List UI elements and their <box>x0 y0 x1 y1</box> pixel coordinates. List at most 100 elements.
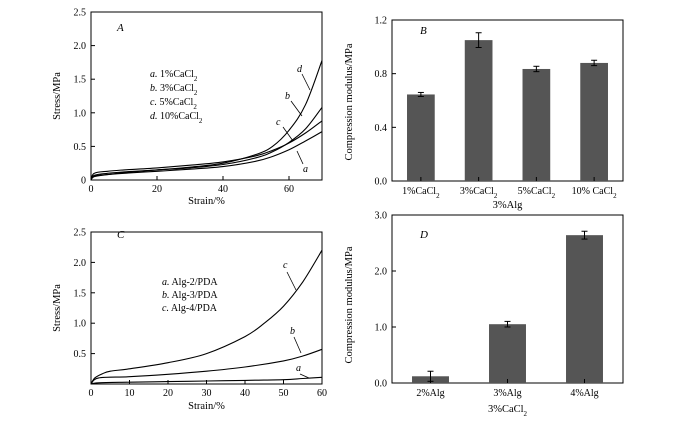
bar <box>566 235 603 383</box>
panel-a-x-ticks: 0 20 40 60 <box>89 176 294 195</box>
panel-c-letter: C <box>117 229 125 241</box>
y-tick-label: 2.5 <box>74 228 87 239</box>
y-tick-label: 0.4 <box>375 123 388 134</box>
y-tick-label: 1.0 <box>375 323 388 334</box>
series-line-b <box>90 348 323 385</box>
panel-a-y-ticks: 0 0.5 1.0 1.5 2.0 2.5 <box>74 8 95 187</box>
curve-label-a: a <box>296 363 301 374</box>
panel-c-x-ticks: 0 10 20 30 40 50 60 <box>89 380 327 399</box>
panel-b-x-axis-label: 3%Alg <box>493 200 523 211</box>
bar <box>464 40 493 181</box>
y-tick-label: 0 <box>81 176 86 187</box>
panel-d-bars: 2%Alg 3%Alg 4%Alg <box>412 230 603 399</box>
x-tick-label: 4%Alg <box>570 388 598 399</box>
legend-entry-c: c. 5%CaCl2 <box>150 97 197 111</box>
y-tick-label: 1.5 <box>74 75 87 86</box>
curve-label-d: d <box>297 64 303 75</box>
y-tick-label: 0.5 <box>74 349 87 360</box>
curve-pointer-b <box>290 100 303 117</box>
panel-a-letter: A <box>116 22 124 34</box>
x-tick-label: 50 <box>279 388 289 399</box>
x-tick-label: 20 <box>152 184 162 195</box>
curve-pointer-c <box>282 126 294 142</box>
legend-entry-c: c. Alg-4/PDA <box>162 303 218 314</box>
series-line-b <box>90 107 323 181</box>
curve-label-b: b <box>290 326 295 337</box>
panel-a: 0 20 40 60 0 0.5 1.0 1.5 2.0 2.5 a b c d A a. 1%… <box>52 8 323 207</box>
y-tick-label: 0.0 <box>375 177 388 188</box>
y-tick-label: 0.0 <box>375 379 388 390</box>
curve-pointer-d <box>301 73 311 91</box>
x-tick-label: 1%CaCl2 <box>402 186 440 200</box>
legend-entry-a: a. Alg-2/PDA <box>162 277 218 288</box>
panel-d-x-axis-label: 3%CaCl2 <box>488 404 528 418</box>
x-tick-label: 3%Alg <box>493 388 521 399</box>
curve-pointer-a <box>299 373 310 379</box>
panel-b-frame <box>391 19 624 182</box>
y-tick-label: 3.0 <box>375 211 388 222</box>
y-tick-label: 1.0 <box>74 108 87 119</box>
panel-c-series <box>90 249 323 385</box>
x-tick-label: 40 <box>218 184 228 195</box>
curve-pointer-b <box>293 336 302 354</box>
x-tick-label: 40 <box>240 388 250 399</box>
curve-pointer-a <box>296 150 304 165</box>
panel-a-curve-labels: a b c d <box>276 64 311 175</box>
panel-d-y-axis-label: Compression modulus/MPa <box>344 246 355 363</box>
x-tick-label: 5%CaCl2 <box>518 186 556 200</box>
legend-entry-b: b. 3%CaCl2 <box>150 83 198 97</box>
panel-c: 0 10 20 30 40 50 60 0.5 1.0 1.5 2.0 2.5 c b a C a.… <box>52 228 327 413</box>
bar <box>580 62 608 181</box>
x-tick-label: 10% CaCl2 <box>572 186 617 200</box>
panel-c-curve-labels: c b a <box>283 260 310 379</box>
panel-c-y-axis-label: Stress/MPa <box>52 284 63 332</box>
y-tick-label: 2.0 <box>375 267 388 278</box>
y-tick-label: 2.0 <box>74 41 87 52</box>
bar <box>522 68 551 181</box>
y-tick-label: 2.0 <box>74 258 87 269</box>
y-tick-label: 1.2 <box>375 16 388 27</box>
x-tick-label: 3%CaCl2 <box>460 186 498 200</box>
legend-entry-d: d. 10%CaCl2 <box>150 111 203 125</box>
panel-c-legend: a. Alg-2/PDA b. Alg-3/PDA c. Alg-4/PDA <box>162 277 218 314</box>
panel-b-y-axis-label: Compression modulus/MPa <box>344 43 355 160</box>
x-tick-label: 60 <box>284 184 294 195</box>
panel-a-frame <box>90 11 323 181</box>
x-tick-label: 10 <box>125 388 135 399</box>
panel-c-y-ticks: 0.5 1.0 1.5 2.0 2.5 <box>74 228 95 360</box>
legend-entry-a: a. 1%CaCl2 <box>150 69 198 83</box>
curve-label-c: c <box>283 260 288 271</box>
x-tick-label: 30 <box>202 388 212 399</box>
curve-label-a: a <box>303 164 308 175</box>
y-tick-label: 0.5 <box>74 142 87 153</box>
curve-label-c: c <box>276 117 281 128</box>
y-tick-label: 1.0 <box>74 319 87 330</box>
panel-a-y-axis-label: Stress/MPa <box>52 72 63 120</box>
panel-a-plot-area: 0 20 40 60 0 0.5 1.0 1.5 2.0 2.5 a b c d A a. 1%… <box>74 8 323 195</box>
x-tick-label: 2%Alg <box>416 388 444 399</box>
panel-d-y-ticks: 0.0 1.0 2.0 3.0 <box>375 211 396 390</box>
y-tick-label: 1.5 <box>74 288 87 299</box>
series-line-c <box>90 120 323 181</box>
series-line-a <box>90 376 323 385</box>
curve-label-b: b <box>285 91 290 102</box>
panel-b-letter: B <box>420 25 427 37</box>
x-tick-label: 0 <box>89 388 94 399</box>
panel-d-letter: D <box>419 229 428 241</box>
x-tick-label: 60 <box>317 388 327 399</box>
panel-b-y-ticks: 0.0 0.4 0.8 1.2 <box>375 16 396 188</box>
x-tick-label: 0 <box>89 184 94 195</box>
panel-b-bars: 1%CaCl2 3%CaCl2 5%CaCl2 10% CaCl2 <box>402 32 617 200</box>
series-line-d <box>90 60 323 181</box>
y-tick-label: 0.8 <box>375 69 388 80</box>
panel-b: 0.0 0.4 0.8 1.2 1%CaCl2 3%CaCl2 5%CaCl2 10% Ca… <box>344 16 624 211</box>
panel-c-x-axis-label: Strain/% <box>188 401 225 412</box>
panel-a-series <box>90 60 323 181</box>
legend-entry-b: b. Alg-3/PDA <box>162 290 218 301</box>
y-tick-label: 2.5 <box>74 8 87 19</box>
series-line-c <box>90 249 323 385</box>
bar <box>407 94 435 181</box>
panel-a-legend: a. 1%CaCl2 b. 3%CaCl2 c. 5%CaCl2 d. 10%C… <box>150 69 203 125</box>
bar <box>489 324 526 383</box>
